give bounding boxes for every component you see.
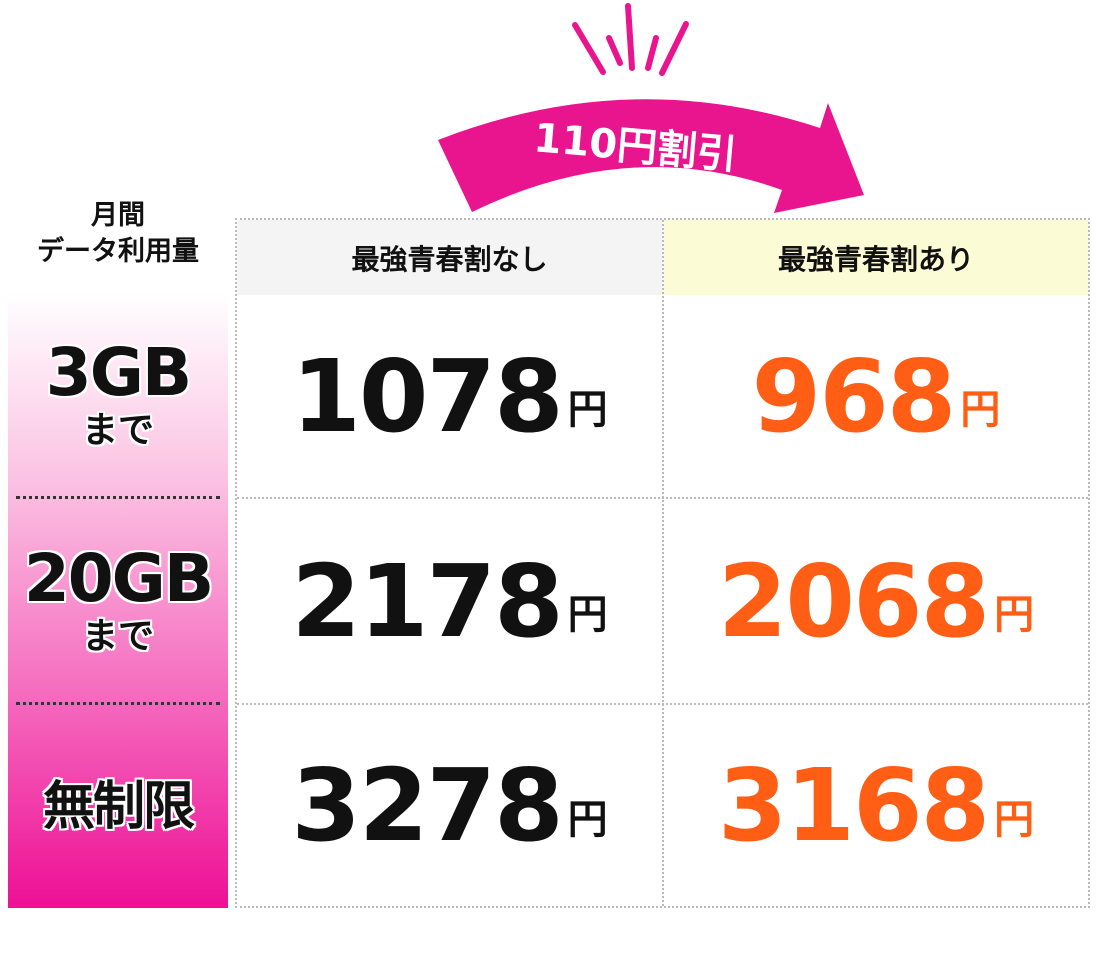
divider: [16, 702, 220, 705]
discount-arrow: 110円割引: [438, 3, 864, 213]
plan-column: 3GB まで 20GB まで 無制限: [8, 293, 228, 908]
price-table: 最強青春割なし 最強青春割あり 1078 円 968 円 2178 円 2068 円 3…: [235, 218, 1090, 908]
yen-unit: 円: [567, 796, 608, 843]
price-regular-3gb: 1078 円: [237, 295, 662, 497]
plan-label: 20GB: [23, 540, 214, 617]
price-discount-unlimited: 3168 円: [664, 705, 1088, 906]
price-value: 2068: [717, 542, 990, 660]
yen-unit: 円: [994, 592, 1035, 638]
plan-label: 3GB: [45, 334, 192, 411]
price-value: 3168: [717, 747, 990, 864]
plan-3gb: 3GB まで: [8, 293, 228, 497]
header-line-2: データ利用量: [37, 236, 199, 267]
data-usage-header: 月間 データ利用量: [8, 198, 228, 270]
column-header-without-discount: 最強青春割なし: [237, 220, 662, 295]
price-value: 3278: [291, 747, 563, 864]
yen-unit: 円: [994, 796, 1035, 843]
price-discount-3gb: 968 円: [664, 295, 1088, 497]
price-value: 968: [751, 337, 957, 455]
plan-20gb: 20GB まで: [8, 499, 228, 703]
column-header-with-discount: 最強青春割あり: [664, 220, 1088, 295]
price-value: 2178: [291, 542, 563, 660]
yen-unit: 円: [567, 592, 608, 638]
row-divider: [237, 703, 1088, 705]
sparkle-lines-icon: [572, 3, 689, 76]
column-divider: [662, 220, 664, 906]
plan-label: 無制限: [42, 776, 195, 837]
price-value: 1078: [291, 337, 563, 455]
plan-unlimited: 無制限: [8, 705, 228, 908]
row-divider: [237, 497, 1088, 499]
yen-unit: 円: [567, 387, 608, 433]
price-regular-20gb: 2178 円: [237, 499, 662, 703]
price-discount-20gb: 2068 円: [664, 499, 1088, 703]
price-regular-unlimited: 3278 円: [237, 705, 662, 906]
plan-suffix: まで: [81, 410, 154, 451]
arrow-shape: [438, 99, 864, 213]
plan-suffix: まで: [81, 616, 154, 657]
yen-unit: 円: [960, 387, 1001, 433]
divider: [16, 496, 220, 499]
header-line-1: 月間: [91, 200, 145, 231]
